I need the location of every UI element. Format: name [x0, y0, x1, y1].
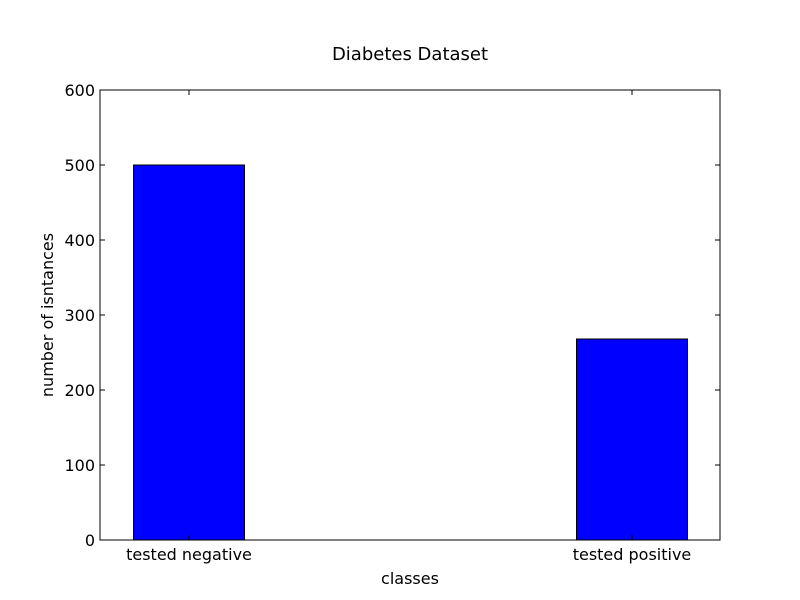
ticks-group: 0 100 200 300 400 500 600 tested negative tested…	[64, 81, 720, 564]
y-tick-label: 100	[64, 456, 95, 475]
x-tick-label: tested negative	[126, 545, 252, 564]
y-tick-label: 400	[64, 231, 95, 250]
bar-tested-negative	[133, 164, 245, 541]
y-tick-label: 0	[85, 531, 95, 550]
bar-tested-positive	[576, 338, 688, 541]
y-tick-label: 300	[64, 306, 95, 325]
x-axis-label: classes	[381, 569, 439, 588]
bars-group	[133, 164, 688, 541]
y-tick-label: 200	[64, 381, 95, 400]
x-tick-label: tested positive	[573, 545, 692, 564]
y-tick-label: 500	[64, 156, 95, 175]
y-axis-label: number of isntances	[38, 233, 57, 397]
chart-title: Diabetes Dataset	[332, 44, 488, 65]
y-tick-label: 600	[64, 81, 95, 100]
plot-frame	[99, 89, 721, 541]
